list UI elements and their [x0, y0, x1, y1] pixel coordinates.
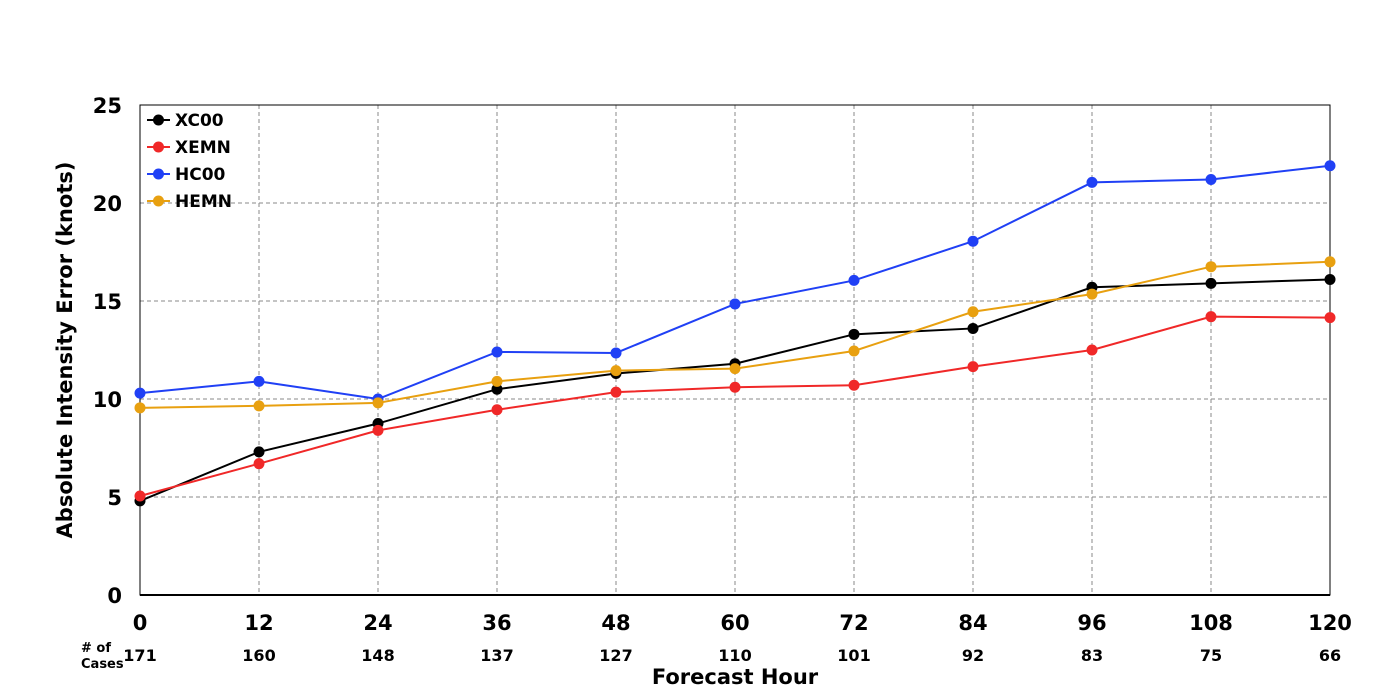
- legend-item-hc00: HC00: [147, 165, 226, 185]
- data-point: [372, 397, 384, 409]
- data-point: [1205, 173, 1217, 185]
- series-hc00: [134, 160, 1336, 405]
- grid: [140, 105, 1330, 595]
- case-count-label: 83: [1081, 646, 1103, 665]
- cases-header-line2: Cases: [81, 657, 124, 672]
- data-point: [729, 298, 741, 310]
- y-tick-label: 0: [107, 584, 122, 608]
- legend-label: XC00: [175, 111, 224, 131]
- legend-label: XEMN: [175, 138, 231, 158]
- case-count-label: 75: [1200, 646, 1222, 665]
- y-tick-label: 15: [93, 290, 122, 314]
- legend-marker: [153, 168, 164, 180]
- y-tick-label: 20: [93, 192, 122, 216]
- data-point: [134, 402, 146, 414]
- data-point: [134, 387, 146, 399]
- case-count-label: 137: [480, 646, 513, 665]
- data-point: [1086, 288, 1098, 300]
- x-tick-label: 12: [244, 611, 273, 635]
- x-tick-label: 24: [363, 611, 392, 635]
- legend-label: HC00: [175, 165, 226, 185]
- y-tick-label: 5: [107, 486, 122, 510]
- y-axis-ticks: 0 5 10 15 20 25: [93, 94, 122, 608]
- x-tick-label: 120: [1308, 611, 1352, 635]
- x-tick-label: 72: [839, 611, 868, 635]
- data-point: [491, 346, 503, 358]
- y-tick-label: 25: [93, 94, 122, 118]
- data-point: [1324, 160, 1336, 172]
- data-point: [491, 404, 503, 416]
- legend-item-xemn: XEMN: [147, 138, 231, 158]
- data-point: [848, 379, 860, 391]
- x-tick-label: 96: [1077, 611, 1106, 635]
- data-point: [1086, 176, 1098, 188]
- data-point: [729, 381, 741, 393]
- legend-marker: [153, 114, 164, 126]
- case-count-label: 160: [242, 646, 275, 665]
- data-point: [372, 424, 384, 436]
- data-point: [967, 322, 979, 334]
- x-axis-title: Forecast Hour: [652, 665, 819, 689]
- data-point: [491, 383, 503, 395]
- data-point: [848, 274, 860, 286]
- series-xemn: [134, 311, 1336, 502]
- y-axis-title: Absolute Intensity Error (knots): [53, 162, 77, 539]
- data-point: [1205, 261, 1217, 273]
- case-count-label: 127: [599, 646, 632, 665]
- x-tick-label: 48: [601, 611, 630, 635]
- case-count-label: 171: [123, 646, 156, 665]
- data-point: [253, 400, 265, 412]
- case-count-label: 92: [962, 646, 984, 665]
- data-point: [967, 235, 979, 247]
- x-tick-label: 84: [958, 611, 987, 635]
- case-count-label: 148: [361, 646, 394, 665]
- x-axis-ticks: 0 12 24 36 48 60 72 84 96 108 120: [133, 611, 1352, 635]
- data-point: [967, 306, 979, 318]
- x-tick-label: 0: [133, 611, 148, 635]
- data-point: [1205, 277, 1217, 289]
- case-count-label: 101: [837, 646, 870, 665]
- series-hemn: [134, 256, 1336, 414]
- cases-header-line1: # of: [81, 641, 111, 656]
- data-point: [253, 458, 265, 470]
- data-point: [848, 328, 860, 340]
- legend: XC00 XEMN HC00 HEMN: [147, 111, 232, 212]
- legend-item-xc00: XC00: [147, 111, 224, 131]
- data-point: [1324, 312, 1336, 324]
- data-point: [967, 361, 979, 373]
- y-tick-label: 10: [93, 388, 122, 412]
- case-count-label: 110: [718, 646, 751, 665]
- data-point: [1324, 256, 1336, 268]
- legend-label: HEMN: [175, 192, 232, 212]
- data-point: [848, 345, 860, 357]
- data-point: [253, 446, 265, 458]
- x-tick-label: 36: [482, 611, 511, 635]
- legend-marker: [153, 141, 164, 153]
- series-layer: [134, 160, 1336, 507]
- legend-item-hemn: HEMN: [147, 192, 232, 212]
- data-point: [1205, 311, 1217, 323]
- legend-marker: [153, 195, 164, 207]
- data-point: [610, 347, 622, 359]
- data-point: [491, 375, 503, 387]
- data-point: [1324, 273, 1336, 285]
- data-point: [610, 365, 622, 377]
- data-point: [610, 386, 622, 398]
- data-point: [253, 375, 265, 387]
- data-point: [729, 363, 741, 375]
- x-tick-label: 60: [720, 611, 749, 635]
- x-tick-label: 108: [1189, 611, 1233, 635]
- cases-row: # of Cases 171 160 148 137 127 110 101 92 83 75 66: [81, 641, 1341, 672]
- data-point: [134, 490, 146, 502]
- data-point: [1086, 344, 1098, 356]
- case-count-label: 66: [1319, 646, 1341, 665]
